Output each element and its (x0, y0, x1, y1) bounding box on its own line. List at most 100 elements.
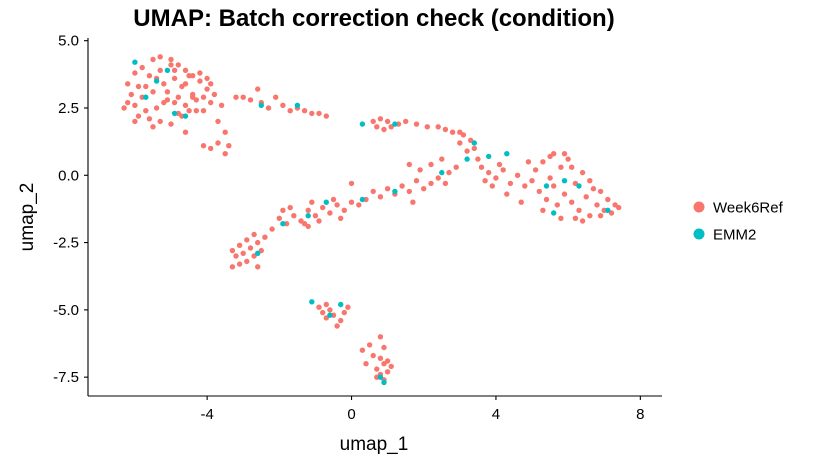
point-emm2-7 (294, 102, 301, 109)
point-week6ref-125 (597, 188, 604, 195)
point-week6ref-10 (161, 81, 167, 87)
point-week6ref-121 (583, 194, 589, 200)
point-week6ref-76 (323, 113, 329, 119)
y-axis-title: umap_2 (17, 183, 38, 252)
point-emm2-18 (605, 207, 611, 213)
point-week6ref-195 (316, 304, 322, 310)
point-emm2-2 (153, 78, 160, 84)
point-week6ref-71 (287, 108, 293, 114)
point-week6ref-39 (171, 99, 178, 106)
point-week6ref-192 (251, 231, 257, 238)
point-week6ref-32 (190, 73, 196, 79)
point-week6ref-138 (525, 159, 532, 165)
point-week6ref-188 (233, 253, 239, 259)
point-week6ref-12 (168, 62, 174, 68)
point-week6ref-62 (200, 143, 207, 149)
point-week6ref-98 (457, 140, 463, 146)
point-week6ref-56 (218, 102, 225, 109)
point-week6ref-6 (146, 73, 153, 79)
point-week6ref-51 (171, 67, 178, 74)
legend-label-emm2: EMM2 (713, 227, 756, 244)
point-week6ref-164 (334, 202, 340, 208)
point-week6ref-80 (370, 118, 376, 125)
point-week6ref-161 (356, 202, 362, 208)
point-week6ref-172 (276, 215, 282, 221)
point-week6ref-28 (157, 54, 163, 60)
point-week6ref-60 (215, 140, 221, 146)
point-week6ref-13 (171, 75, 178, 82)
point-week6ref-68 (265, 105, 272, 111)
point-week6ref-170 (291, 213, 297, 219)
x-tick-label: 0 (347, 406, 355, 423)
point-week6ref-106 (522, 183, 528, 189)
point-week6ref-133 (558, 215, 564, 221)
point-week6ref-29 (168, 56, 174, 63)
point-emm2-10 (471, 140, 477, 146)
point-emm2-21 (359, 196, 366, 203)
point-emm2-0 (132, 59, 138, 65)
point-week6ref-141 (496, 161, 503, 168)
points-layer (121, 54, 622, 386)
y-tick-label: -2.5 (53, 235, 79, 252)
point-week6ref-30 (175, 62, 181, 68)
point-week6ref-92 (449, 129, 456, 135)
point-emm2-27 (327, 312, 333, 318)
point-week6ref-159 (370, 188, 376, 195)
point-week6ref-9 (157, 67, 163, 74)
point-week6ref-189 (229, 264, 236, 270)
y-tick-label: -5.0 (53, 302, 79, 319)
point-week6ref-69 (273, 94, 279, 100)
series-week6ref (121, 54, 622, 383)
point-week6ref-135 (579, 218, 586, 224)
point-week6ref-123 (590, 186, 597, 192)
point-week6ref-144 (446, 169, 452, 176)
point-week6ref-84 (384, 118, 391, 125)
point-emm2-11 (464, 156, 470, 162)
point-week6ref-113 (554, 202, 560, 208)
point-week6ref-211 (384, 369, 391, 375)
point-emm2-29 (377, 374, 384, 380)
series-emm2 (132, 59, 611, 386)
x-axis-ticks: -4 0 4 8 (200, 396, 645, 423)
point-week6ref-218 (388, 363, 394, 370)
point-week6ref-214 (384, 358, 391, 364)
point-week6ref-187 (236, 261, 243, 267)
point-emm2-5 (182, 113, 189, 119)
point-week6ref-124 (594, 202, 600, 208)
point-week6ref-91 (442, 126, 449, 133)
point-week6ref-82 (377, 116, 384, 122)
point-week6ref-47 (121, 105, 127, 111)
point-week6ref-5 (143, 108, 149, 114)
point-week6ref-176 (316, 218, 322, 224)
point-week6ref-171 (283, 221, 290, 227)
point-emm2-16 (576, 183, 582, 189)
point-week6ref-38 (164, 89, 171, 95)
point-week6ref-70 (280, 102, 286, 109)
point-week6ref-186 (240, 250, 246, 256)
point-emm2-25 (255, 250, 261, 256)
point-week6ref-162 (348, 199, 355, 205)
point-week6ref-97 (464, 148, 470, 154)
point-week6ref-150 (435, 175, 441, 181)
point-week6ref-209 (374, 366, 380, 372)
point-week6ref-21 (200, 94, 207, 100)
point-week6ref-206 (381, 344, 387, 351)
point-emm2-17 (551, 210, 557, 216)
point-week6ref-58 (226, 143, 232, 149)
point-week6ref-158 (377, 194, 384, 200)
y-tick-label: 2.5 (58, 100, 79, 117)
point-week6ref-201 (323, 301, 329, 308)
point-emm2-13 (504, 151, 510, 157)
point-week6ref-152 (421, 186, 427, 192)
point-week6ref-46 (175, 110, 181, 117)
chart-title: UMAP: Batch correction check (condition) (133, 5, 614, 32)
point-week6ref-168 (305, 207, 311, 213)
point-week6ref-228 (442, 180, 449, 187)
point-week6ref-223 (439, 156, 445, 162)
point-week6ref-36 (143, 83, 149, 90)
point-week6ref-103 (500, 167, 506, 173)
point-week6ref-78 (132, 118, 138, 125)
point-week6ref-33 (197, 70, 203, 76)
point-week6ref-147 (587, 178, 593, 184)
legend-key-emm2 (693, 228, 705, 240)
